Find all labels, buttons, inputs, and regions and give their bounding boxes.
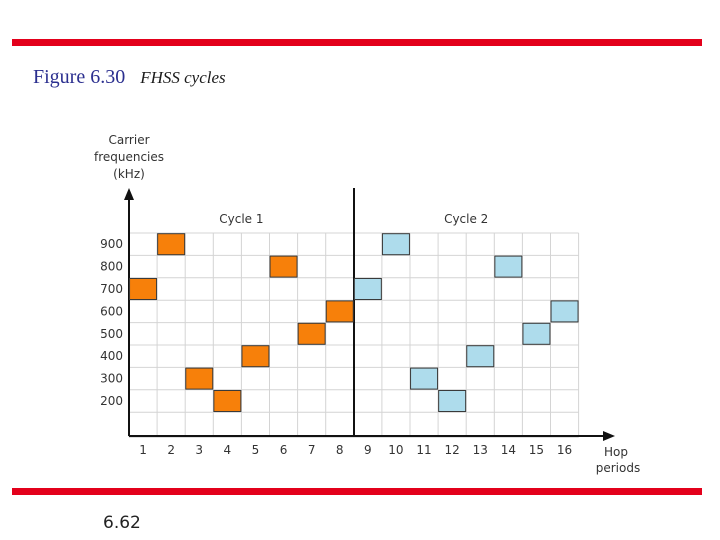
x-tick-label: 15	[529, 443, 544, 457]
hop-block	[269, 255, 298, 278]
hop-block	[381, 233, 410, 256]
x-tick-label: 12	[445, 443, 460, 457]
top-red-rule	[12, 39, 702, 46]
hop-block	[494, 255, 523, 278]
y-tick-label: 900	[100, 237, 123, 251]
x-axis-label-line-2: periods	[596, 461, 640, 475]
figure-caption: FHSS cycles	[140, 68, 226, 87]
y-tick-label: 600	[100, 304, 123, 318]
x-tick-label: 2	[167, 443, 175, 457]
y-tick-label: 500	[100, 327, 123, 341]
hop-block	[550, 300, 579, 323]
x-tick-label: 4	[224, 443, 232, 457]
x-tick-label: 5	[252, 443, 260, 457]
hop-block	[466, 345, 495, 368]
hop-block	[353, 278, 382, 300]
slide-number: 6.62	[103, 513, 141, 533]
x-tick-label: 8	[336, 443, 344, 457]
y-tick-label: 200	[100, 394, 123, 408]
y-tick-label: 400	[100, 349, 123, 363]
cycle-label: Cycle 2	[444, 212, 488, 226]
x-tick-label: 11	[416, 443, 431, 457]
hop-block	[157, 233, 186, 256]
bottom-red-rule	[12, 488, 702, 495]
x-tick-label: 14	[501, 443, 516, 457]
y-axis-label-line-3: (kHz)	[113, 167, 145, 181]
y-tick-label: 300	[100, 372, 123, 386]
x-tick-label: 16	[557, 443, 572, 457]
hop-block	[185, 367, 214, 390]
hop-block	[325, 300, 354, 323]
x-tick-label: 3	[195, 443, 203, 457]
x-tick-label: 13	[473, 443, 488, 457]
y-tick-label: 800	[100, 260, 123, 274]
y-axis-arrow	[124, 188, 134, 200]
x-tick-label: 7	[308, 443, 316, 457]
x-axis-label-line-1: Hop	[604, 445, 628, 459]
hop-block	[522, 322, 551, 345]
x-tick-label: 1	[139, 443, 147, 457]
x-tick-label: 9	[364, 443, 372, 457]
y-axis-label-line-1: Carrier	[108, 133, 149, 147]
x-tick-label: 6	[280, 443, 288, 457]
hop-block	[241, 345, 270, 368]
cycle-label: Cycle 1	[219, 212, 263, 226]
x-axis-arrow	[603, 431, 615, 441]
y-axis-label-line-2: frequencies	[94, 150, 164, 164]
hop-block	[410, 367, 439, 390]
x-tick-label: 10	[388, 443, 403, 457]
y-tick-label: 700	[100, 282, 123, 296]
hop-block	[129, 278, 158, 300]
figure-title: Figure 6.30 FHSS cycles	[33, 66, 226, 89]
hop-block	[438, 390, 467, 412]
chart-axes	[124, 188, 615, 441]
figure-number: Figure 6.30	[33, 66, 126, 88]
hop-block	[297, 322, 326, 345]
hop-block	[213, 390, 242, 412]
